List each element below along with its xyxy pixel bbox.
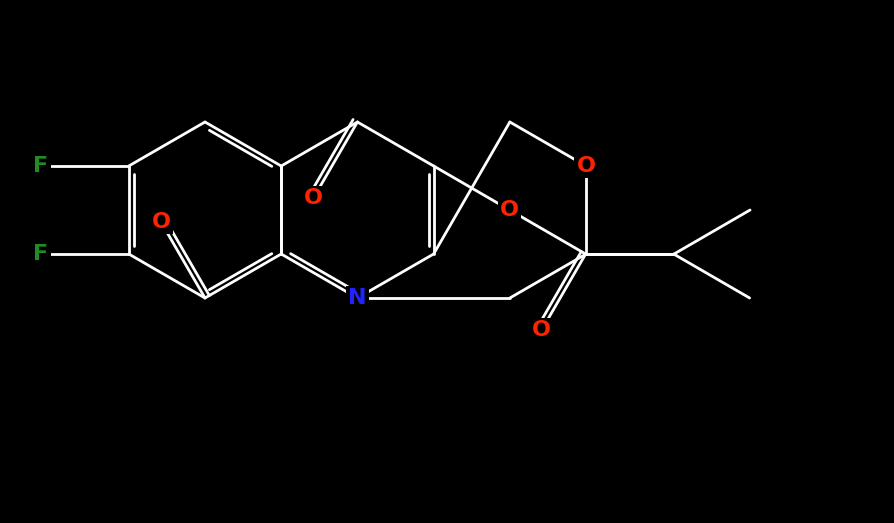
Text: O: O — [151, 212, 171, 232]
Text: F: F — [33, 244, 48, 264]
Text: N: N — [348, 288, 367, 308]
Text: F: F — [33, 156, 48, 176]
Text: O: O — [532, 320, 551, 340]
Text: O: O — [576, 156, 595, 176]
Text: O: O — [500, 200, 519, 220]
Text: O: O — [304, 188, 323, 208]
